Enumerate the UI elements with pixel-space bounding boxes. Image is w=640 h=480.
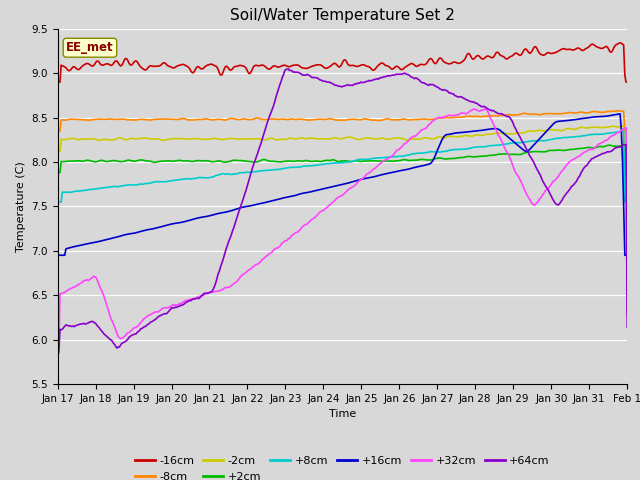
Y-axis label: Temperature (C): Temperature (C) [16, 161, 26, 252]
Legend: -16cm, -8cm, -2cm, +2cm, +8cm, +16cm, +32cm, +64cm: -16cm, -8cm, -2cm, +2cm, +8cm, +16cm, +3… [131, 452, 554, 480]
X-axis label: Time: Time [329, 409, 356, 419]
Text: EE_met: EE_met [66, 41, 114, 54]
Title: Soil/Water Temperature Set 2: Soil/Water Temperature Set 2 [230, 9, 455, 24]
